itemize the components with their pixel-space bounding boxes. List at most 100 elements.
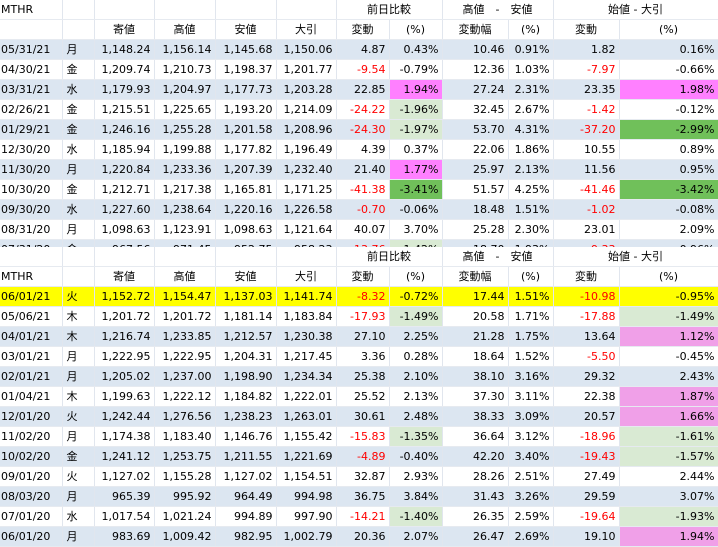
- open-cell[interactable]: 1,220.84: [94, 159, 155, 180]
- date-cell[interactable]: 12/30/20: [0, 139, 63, 160]
- low-cell[interactable]: 1,098.63: [215, 219, 277, 240]
- range-pct-cell[interactable]: 3.16%: [508, 366, 554, 387]
- close-cell[interactable]: 1,183.84: [276, 306, 337, 327]
- close-cell[interactable]: 1,214.09: [276, 99, 337, 120]
- range-pct-cell[interactable]: 3.12%: [508, 426, 554, 447]
- range-cell[interactable]: 36.64: [442, 426, 509, 447]
- close-cell[interactable]: 1,150.06: [276, 39, 337, 60]
- open-cell[interactable]: 1,222.95: [94, 346, 155, 367]
- open-close-pct-cell[interactable]: 0.95%: [619, 159, 718, 180]
- change-pct-cell[interactable]: 0.28%: [389, 346, 443, 367]
- close-cell[interactable]: 1,217.45: [276, 346, 337, 367]
- high-cell[interactable]: 1,123.91: [154, 219, 216, 240]
- high-cell[interactable]: 1,238.64: [154, 199, 216, 220]
- range-cell[interactable]: 53.70: [442, 119, 509, 140]
- range-pct-cell[interactable]: 2.69%: [508, 526, 554, 547]
- range-cell[interactable]: 25.97: [442, 159, 509, 180]
- low-cell[interactable]: 1,201.58: [215, 119, 277, 140]
- change-pct-cell[interactable]: 3.84%: [389, 486, 443, 507]
- range-pct-cell[interactable]: 1.52%: [508, 346, 554, 367]
- range-pct-cell[interactable]: 2.30%: [508, 219, 554, 240]
- open-close-cell[interactable]: 29.32: [553, 366, 620, 387]
- range-pct-cell[interactable]: 4.31%: [508, 119, 554, 140]
- date-cell[interactable]: 02/01/21: [0, 366, 63, 387]
- change-cell[interactable]: 27.10: [336, 326, 390, 347]
- table-row[interactable]: 08/31/20 月 1,098.63 1,123.91 1,098.63 1,121.6…: [0, 219, 718, 240]
- date-cell[interactable]: 08/31/20: [0, 219, 63, 240]
- open-close-cell[interactable]: 27.49: [553, 466, 620, 487]
- change-pct-cell[interactable]: -1.96%: [389, 99, 443, 120]
- change-cell[interactable]: 4.39: [336, 139, 390, 160]
- open-cell[interactable]: 1,148.24: [94, 39, 155, 60]
- open-cell[interactable]: 1,127.02: [94, 466, 155, 487]
- change-cell[interactable]: 22.85: [336, 79, 390, 100]
- date-cell[interactable]: 01/29/21: [0, 119, 63, 140]
- high-cell[interactable]: 1,222.12: [154, 386, 216, 407]
- change-cell[interactable]: -8.32: [336, 286, 390, 307]
- table-row[interactable]: 06/01/21 火 1,152.72 1,154.47 1,137.03 1,141.7…: [0, 286, 718, 307]
- range-cell[interactable]: 12.36: [442, 59, 509, 80]
- change-cell[interactable]: 40.07: [336, 219, 390, 240]
- date-cell[interactable]: 12/01/20: [0, 406, 63, 427]
- open-close-pct-cell[interactable]: 3.07%: [619, 486, 718, 507]
- open-close-pct-cell[interactable]: -0.12%: [619, 99, 718, 120]
- high-cell[interactable]: 1,201.72: [154, 306, 216, 327]
- open-close-pct-cell[interactable]: 1.66%: [619, 406, 718, 427]
- range-cell[interactable]: 18.48: [442, 199, 509, 220]
- change-pct-cell[interactable]: 2.48%: [389, 406, 443, 427]
- table-row[interactable]: 12/30/20 水 1,185.94 1,199.88 1,177.82 1,196.4…: [0, 139, 718, 160]
- table-row[interactable]: 02/01/21 月 1,205.02 1,237.00 1,198.90 1,234.3…: [0, 366, 718, 387]
- low-cell[interactable]: 1,212.57: [215, 326, 277, 347]
- low-cell[interactable]: 1,181.14: [215, 306, 277, 327]
- table-row[interactable]: 06/01/20 月 983.69 1,009.42 982.95 1,002.79 20.…: [0, 526, 718, 547]
- weekday-cell[interactable]: 木: [62, 386, 95, 407]
- change-cell[interactable]: -9.54: [336, 59, 390, 80]
- close-cell[interactable]: 1,196.49: [276, 139, 337, 160]
- open-cell[interactable]: 1,185.94: [94, 139, 155, 160]
- date-cell[interactable]: 09/30/20: [0, 199, 63, 220]
- open-close-pct-cell[interactable]: 0.89%: [619, 139, 718, 160]
- open-cell[interactable]: 1,242.44: [94, 406, 155, 427]
- low-cell[interactable]: 1,177.73: [215, 79, 277, 100]
- table-row[interactable]: 11/30/20 月 1,220.84 1,233.36 1,207.39 1,232.4…: [0, 159, 718, 180]
- range-pct-cell[interactable]: 1.71%: [508, 306, 554, 327]
- weekday-cell[interactable]: 火: [62, 406, 95, 427]
- open-cell[interactable]: 1,199.63: [94, 386, 155, 407]
- change-cell[interactable]: 20.36: [336, 526, 390, 547]
- close-cell[interactable]: 1,201.77: [276, 59, 337, 80]
- range-pct-cell[interactable]: 3.26%: [508, 486, 554, 507]
- low-cell[interactable]: 1,198.37: [215, 59, 277, 80]
- open-close-cell[interactable]: -1.02: [553, 199, 620, 220]
- open-close-cell[interactable]: -18.96: [553, 426, 620, 447]
- low-cell[interactable]: 1,238.23: [215, 406, 277, 427]
- open-close-cell[interactable]: -5.50: [553, 346, 620, 367]
- table-row[interactable]: 01/04/21 木 1,199.63 1,222.12 1,184.82 1,222.0…: [0, 386, 718, 407]
- range-cell[interactable]: 51.57: [442, 179, 509, 200]
- range-cell[interactable]: 25.28: [442, 219, 509, 240]
- open-close-cell[interactable]: -17.88: [553, 306, 620, 327]
- range-pct-cell[interactable]: 1.86%: [508, 139, 554, 160]
- change-cell[interactable]: -15.83: [336, 426, 390, 447]
- open-close-pct-cell[interactable]: -1.57%: [619, 446, 718, 467]
- table-row[interactable]: 05/06/21 木 1,201.72 1,201.72 1,181.14 1,183.8…: [0, 306, 718, 327]
- date-cell[interactable]: 11/30/20: [0, 159, 63, 180]
- open-close-pct-cell[interactable]: -2.99%: [619, 119, 718, 140]
- range-cell[interactable]: 26.47: [442, 526, 509, 547]
- change-pct-cell[interactable]: 0.37%: [389, 139, 443, 160]
- range-cell[interactable]: 42.20: [442, 446, 509, 467]
- range-cell[interactable]: 22.06: [442, 139, 509, 160]
- open-close-cell[interactable]: -7.97: [553, 59, 620, 80]
- high-cell[interactable]: 1,154.47: [154, 286, 216, 307]
- change-pct-cell[interactable]: 2.07%: [389, 526, 443, 547]
- open-close-cell[interactable]: -19.43: [553, 446, 620, 467]
- close-cell[interactable]: 1,221.69: [276, 446, 337, 467]
- open-close-pct-cell[interactable]: 2.43%: [619, 366, 718, 387]
- close-cell[interactable]: 1,230.38: [276, 326, 337, 347]
- date-cell[interactable]: 10/02/20: [0, 446, 63, 467]
- weekday-cell[interactable]: 金: [62, 446, 95, 467]
- open-cell[interactable]: 1,246.16: [94, 119, 155, 140]
- range-pct-cell[interactable]: 2.59%: [508, 506, 554, 527]
- range-pct-cell[interactable]: 4.25%: [508, 179, 554, 200]
- table-row[interactable]: 10/02/20 金 1,241.12 1,253.75 1,211.55 1,221.6…: [0, 446, 718, 467]
- low-cell[interactable]: 1,137.03: [215, 286, 277, 307]
